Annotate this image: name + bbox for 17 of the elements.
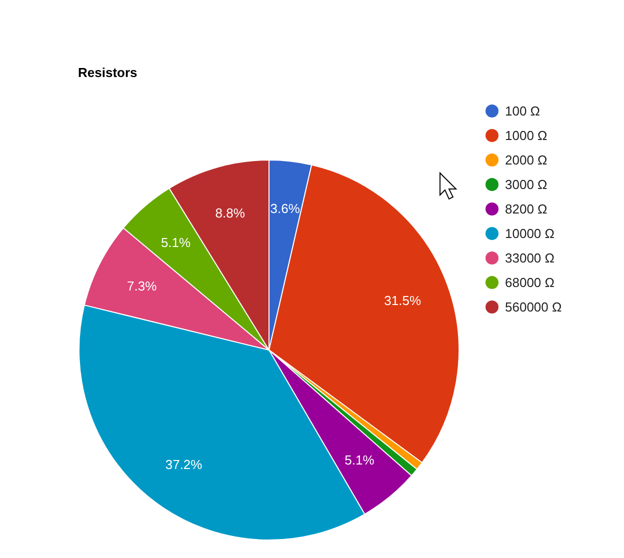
data-label: 5.1%	[160, 234, 192, 250]
legend-label: 33000 Ω	[505, 250, 555, 266]
data-label: 8.8%	[215, 205, 246, 220]
legend-label: 560000 Ω	[505, 300, 562, 315]
legend-label: 100 Ω	[505, 104, 540, 119]
legend-label: 8200 Ω	[505, 202, 548, 217]
legend-label: 2000 Ω	[505, 152, 548, 168]
legend-label: 68000 Ω	[505, 275, 555, 290]
data-label: 3.6%	[270, 200, 300, 216]
legend-label: 1000 Ω	[505, 128, 548, 144]
legend-label: 10000 Ω	[505, 226, 555, 242]
data-label: 7.3%	[127, 278, 158, 294]
chart-title: Resistors	[78, 65, 138, 80]
data-label: 31.5%	[384, 293, 422, 308]
data-label: 5.1%	[344, 452, 375, 468]
legend-label: 3000 Ω	[505, 177, 548, 192]
data-label: 37.2%	[165, 456, 203, 472]
